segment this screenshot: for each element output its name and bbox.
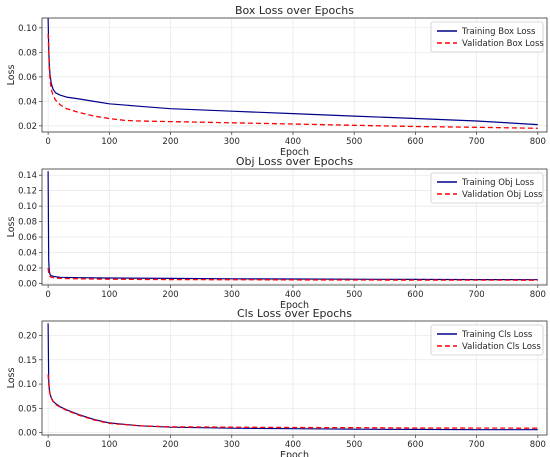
x-tick-label: 800 — [530, 137, 546, 147]
plot-frame — [41, 168, 548, 286]
plot-frame — [41, 17, 548, 133]
cls-loss-chart: 0 100 200 300 400 500 600 700 800 0.00 0.05 0.10 0.1… — [6, 307, 548, 457]
y-tick-label: 0.02 — [18, 122, 37, 132]
x-tick-label: 800 — [530, 290, 546, 300]
x-tick-label: 300 — [224, 137, 240, 147]
x-tick-label: 500 — [346, 290, 362, 300]
legend: Training Obj Loss Validation Obj Loss — [430, 172, 544, 204]
x-tick-label: 400 — [285, 137, 301, 147]
legend: Training Box Loss Validation Box Loss — [430, 21, 544, 53]
x-tick-label: 800 — [530, 440, 546, 450]
x-tick-label: 600 — [407, 137, 423, 147]
y-tick-label: 0.04 — [18, 97, 37, 107]
x-tick-label: 0 — [45, 290, 50, 300]
legend-box — [430, 172, 544, 204]
y-tick-label: 0.08 — [18, 218, 37, 228]
x-tick-label: 700 — [468, 290, 484, 300]
x-tick-label: 700 — [468, 440, 484, 450]
x-tick-label: 400 — [285, 440, 301, 450]
chart-title: Cls Loss over Epochs — [237, 307, 352, 320]
x-tick-label: 0 — [45, 137, 50, 147]
obj-loss-chart: 0 100 200 300 400 500 600 700 800 0.00 0.02 0.04 0.0… — [6, 155, 548, 311]
training-series-line — [47, 171, 538, 281]
y-tick-label: 0.02 — [18, 264, 37, 274]
y-tick-label: 0.00 — [18, 279, 37, 289]
y-tick-label: 0.15 — [18, 356, 37, 366]
chart-title: Box Loss over Epochs — [235, 4, 354, 17]
validation-series-line — [47, 374, 538, 429]
x-tick-label: 200 — [162, 440, 178, 450]
x-tick-label: 100 — [101, 290, 117, 300]
y-tick-label: 0.12 — [18, 187, 37, 197]
x-tick-label: 500 — [346, 440, 362, 450]
x-axis-label: Epoch — [280, 450, 309, 457]
y-tick-label: 0.04 — [18, 249, 37, 259]
x-tick-label: 600 — [407, 440, 423, 450]
legend-label: Validation Box Loss — [462, 39, 544, 49]
x-tick-label: 300 — [224, 290, 240, 300]
chart-title: Obj Loss over Epochs — [236, 155, 354, 168]
legend-box — [430, 324, 544, 356]
y-tick-label: 0.10 — [18, 380, 37, 390]
y-tick-label: 0.14 — [18, 171, 37, 181]
y-tick-label: 0.10 — [18, 202, 37, 212]
x-tick-label: 100 — [101, 440, 117, 450]
legend-label: Training Box Loss — [461, 27, 536, 37]
legend-label: Training Cls Loss — [461, 330, 533, 340]
x-tick-label: 200 — [162, 290, 178, 300]
x-tick-label: 300 — [224, 440, 240, 450]
x-tick-label: 100 — [101, 137, 117, 147]
y-tick-label: 0.06 — [18, 73, 37, 83]
plot-frame — [41, 320, 548, 436]
x-axis-label: Epoch — [280, 300, 309, 311]
y-tick-label: 0.20 — [18, 332, 37, 342]
box-loss-chart: 0 100 200 300 400 500 600 700 800 0.02 0.04 0.06 0.0… — [6, 4, 548, 158]
y-axis-label: Loss — [6, 368, 17, 389]
x-tick-label: 600 — [407, 290, 423, 300]
y-tick-label: 0.06 — [18, 233, 37, 243]
legend-box — [430, 21, 544, 53]
legend: Training Cls Loss Validation Cls Loss — [430, 324, 544, 356]
legend-label: Validation Obj Loss — [462, 190, 543, 200]
y-tick-label: 0.08 — [18, 48, 37, 58]
x-tick-label: 500 — [346, 137, 362, 147]
x-tick-label: 0 — [45, 440, 50, 450]
y-axis-label: Loss — [6, 65, 17, 86]
y-tick-label: 0.05 — [18, 404, 37, 414]
x-tick-label: 400 — [285, 290, 301, 300]
x-tick-label: 700 — [468, 137, 484, 147]
x-tick-label: 200 — [162, 137, 178, 147]
legend-label: Validation Cls Loss — [462, 342, 541, 352]
y-axis-label: Loss — [6, 217, 17, 238]
y-tick-label: 0.00 — [18, 429, 37, 439]
validation-series-line — [47, 33, 538, 129]
x-axis-label: Epoch — [280, 147, 309, 158]
y-tick-label: 0.10 — [18, 24, 37, 34]
legend-label: Training Obj Loss — [461, 178, 535, 188]
